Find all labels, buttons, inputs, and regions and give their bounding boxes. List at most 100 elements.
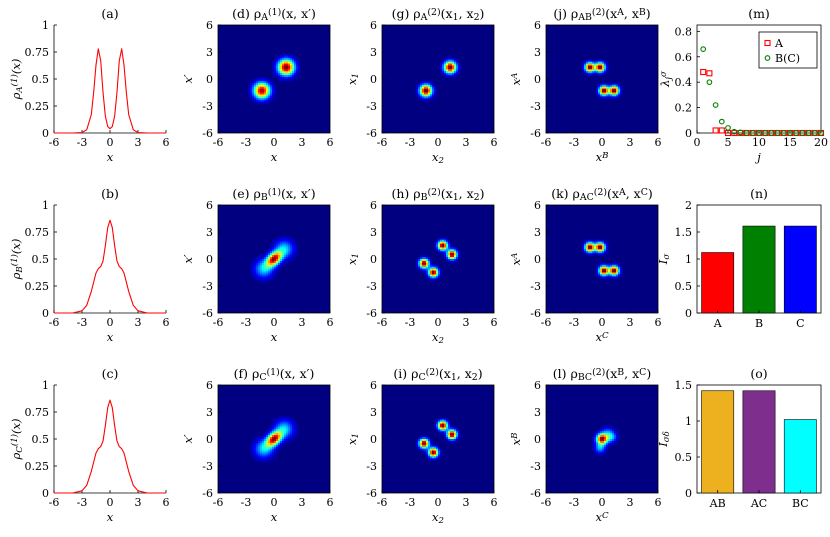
heatmap-cell — [444, 253, 447, 256]
heatmap-cell — [450, 75, 453, 78]
heatmap-cell — [288, 69, 291, 72]
heatmap-cell — [436, 452, 439, 455]
heatmap-cell — [262, 255, 265, 258]
heatmap-cell — [430, 80, 433, 84]
heatmap-cell — [294, 253, 297, 256]
heatmap-cell — [430, 266, 433, 270]
heatmap-cell — [264, 94, 267, 97]
heatmap-cell — [282, 67, 285, 70]
heatmap-cell — [612, 92, 615, 95]
heatmap-cell — [600, 243, 603, 246]
heatmap-cell — [294, 243, 297, 246]
heatmap-cell — [614, 439, 617, 442]
heatmap-cell — [618, 270, 621, 273]
heatmap-cell — [266, 249, 269, 252]
heatmap-cell — [268, 92, 271, 95]
heatmap-cell — [278, 53, 281, 57]
heatmap-cell — [424, 98, 427, 101]
heatmap-cell — [292, 439, 295, 442]
marker-a — [718, 127, 725, 134]
heatmap-cell — [284, 415, 287, 419]
heatmap-cell — [428, 450, 431, 453]
density-curve — [54, 399, 166, 494]
heatmap-cell — [450, 427, 453, 430]
heatmap-cell — [252, 88, 255, 91]
panel-d-ytick-label: 3 — [206, 46, 213, 59]
heatmap-cell — [430, 264, 433, 268]
heatmap-cell — [448, 253, 451, 256]
panel-h-xtick-label: -6 — [377, 316, 388, 329]
heatmap-cell — [608, 446, 611, 450]
panel-title: (k) ρAC(2)(xA, xC) — [551, 186, 653, 203]
heatmap-cell — [588, 249, 591, 252]
heatmap-cell — [592, 435, 595, 438]
heatmap-cell — [256, 448, 259, 451]
heatmap-cell — [446, 425, 449, 428]
heatmap-cell — [264, 82, 267, 86]
heatmap-cell — [596, 61, 599, 64]
heatmap-cell — [290, 243, 293, 246]
heatmap-cell — [452, 59, 455, 63]
heatmap-cell — [432, 450, 435, 453]
heatmap-cell — [264, 260, 267, 264]
heatmap-cell — [270, 79, 273, 82]
heatmap-cell — [280, 260, 283, 264]
heatmap-cell — [458, 71, 461, 74]
heatmap-cell — [444, 437, 447, 440]
heatmap-cell — [274, 440, 277, 444]
heatmap-cell — [272, 257, 275, 260]
heatmap-cell — [620, 92, 623, 95]
heatmap-cell — [282, 415, 285, 419]
heatmap-cell — [612, 270, 615, 273]
heatmap-cell — [432, 274, 435, 277]
y-axis-label: xB — [509, 433, 523, 446]
heatmap-background — [218, 25, 330, 133]
heatmap-cell — [280, 257, 283, 260]
heatmap-cell — [258, 86, 261, 90]
heatmap-cell — [446, 419, 449, 423]
heatmap-cell — [274, 255, 277, 258]
heatmap-cell — [252, 79, 255, 82]
heatmap-cell — [454, 431, 457, 434]
heatmap-cell — [268, 458, 271, 461]
heatmap-cell — [290, 431, 293, 434]
heatmap-cell — [256, 442, 259, 446]
heatmap-cell — [272, 82, 275, 86]
panel-b-xtick-label: 3 — [135, 316, 142, 329]
heatmap-cell — [420, 448, 423, 451]
heatmap-cell — [610, 276, 613, 279]
heatmap-cell — [592, 444, 595, 448]
heatmap-cell — [252, 90, 255, 93]
heatmap-cell — [278, 437, 281, 440]
heatmap-cell — [434, 241, 437, 244]
heatmap-cell — [270, 433, 273, 436]
panel-l-ytick-label: 3 — [534, 406, 541, 419]
heatmap-cell — [588, 245, 591, 248]
heatmap-cell — [274, 75, 277, 78]
heatmap-cell — [606, 71, 609, 74]
heatmap-cell — [250, 446, 253, 450]
heatmap-cell — [272, 245, 275, 248]
heatmap-cell — [274, 433, 277, 436]
heatmap-cell — [286, 55, 289, 59]
heatmap-cell — [452, 435, 455, 438]
heatmap-cell — [422, 96, 425, 99]
heatmap-cell — [264, 102, 267, 105]
heatmap-cell — [272, 69, 275, 72]
heatmap-cell — [284, 73, 287, 76]
heatmap-cell — [452, 427, 455, 430]
heatmap-cell — [258, 266, 261, 270]
heatmap-cell — [284, 440, 287, 444]
heatmap-cell — [604, 270, 607, 273]
heatmap-cell — [612, 440, 615, 444]
heatmap-cell — [258, 444, 261, 448]
heatmap-cell — [292, 73, 295, 76]
heatmap-cell — [454, 433, 457, 436]
heatmap-cell — [436, 458, 439, 461]
panel-h-xtick-label: 3 — [463, 316, 470, 329]
heatmap-cell — [266, 90, 269, 93]
heatmap-cell — [424, 264, 427, 268]
heatmap-cell — [426, 80, 429, 84]
